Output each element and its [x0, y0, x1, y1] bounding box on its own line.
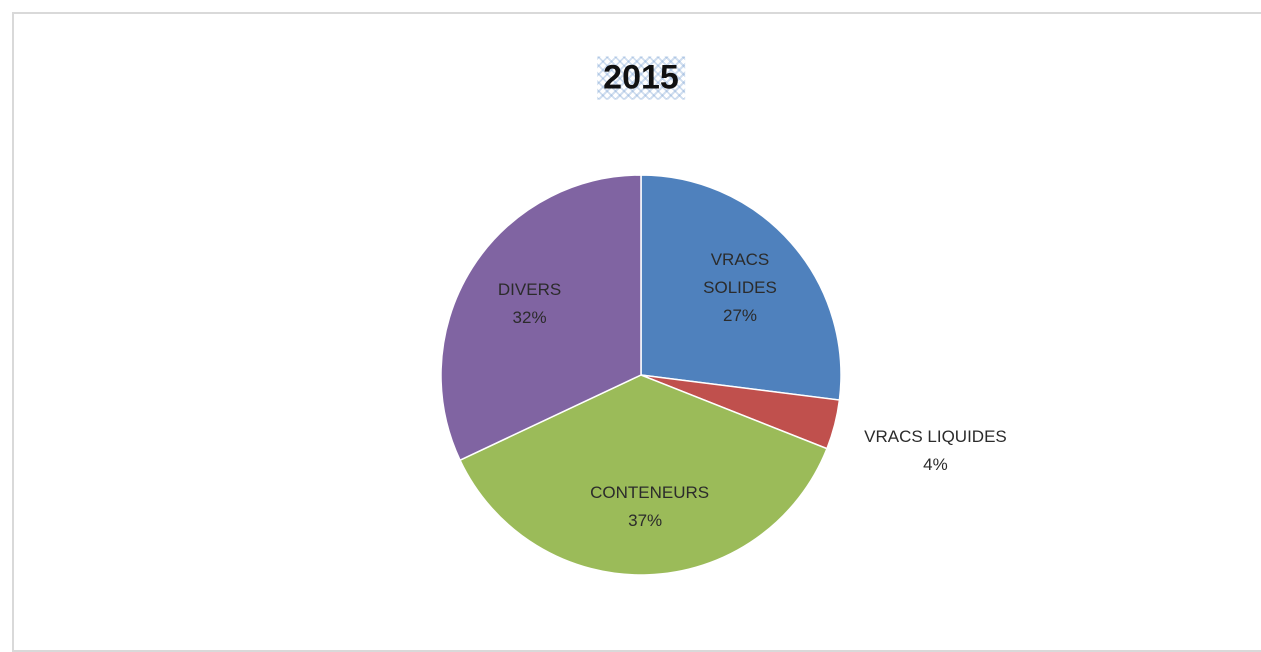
category-label: DIVERS	[497, 280, 562, 300]
value-label: 37%	[628, 510, 663, 530]
pie-slice	[640, 174, 842, 401]
value-label: 27%	[722, 305, 758, 325]
data-label: VRACS LIQUIDES 4%	[864, 423, 1007, 479]
category-label: VRACS SOLIDES	[703, 249, 777, 297]
data-label: CONTENEURS 37%	[590, 479, 710, 535]
chart-title: 2015	[597, 57, 685, 100]
data-label: VRACS SOLIDES 27%	[685, 246, 795, 330]
value-label: 4%	[923, 454, 948, 474]
category-label: CONTENEURS	[590, 482, 710, 502]
category-label: VRACS LIQUIDES	[864, 426, 1007, 446]
data-label: DIVERS 32%	[475, 276, 585, 332]
pie-slice	[440, 174, 642, 462]
value-label: 32%	[512, 308, 547, 328]
pie-slice	[459, 374, 828, 576]
